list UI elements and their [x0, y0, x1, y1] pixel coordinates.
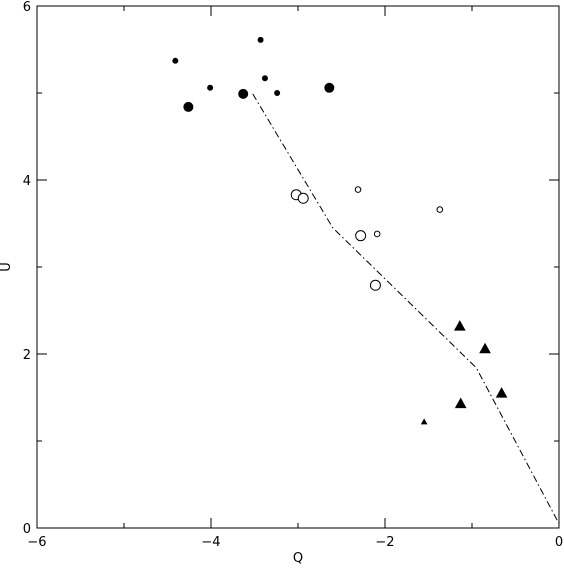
point: [172, 57, 179, 64]
point: [261, 75, 268, 82]
x-axis-label: Q: [293, 551, 303, 566]
point: [454, 397, 467, 409]
point: [238, 88, 249, 99]
y-tick-label: 0: [23, 522, 31, 537]
point: [257, 36, 264, 43]
point: [453, 320, 466, 331]
point: [420, 418, 428, 425]
point: [324, 82, 335, 93]
y-tick-label: 6: [23, 0, 31, 15]
point: [369, 279, 381, 291]
y-tick-label: 4: [23, 174, 31, 189]
y-axis-label: U: [0, 262, 14, 272]
x-tick-label: −6: [27, 535, 46, 550]
point: [207, 84, 214, 91]
point: [479, 342, 491, 354]
x-tick-label: 0: [555, 535, 563, 550]
y-tick-label: 2: [23, 348, 31, 363]
point: [297, 192, 309, 204]
trend-line: [252, 93, 560, 524]
point: [373, 230, 381, 238]
point: [436, 206, 444, 213]
point: [354, 186, 362, 193]
point: [183, 101, 194, 112]
point: [495, 387, 508, 398]
x-tick-label: −2: [375, 535, 394, 550]
plot-frame: [36, 5, 560, 529]
x-tick-label: −4: [201, 535, 220, 550]
point: [355, 230, 367, 242]
point: [274, 90, 281, 96]
